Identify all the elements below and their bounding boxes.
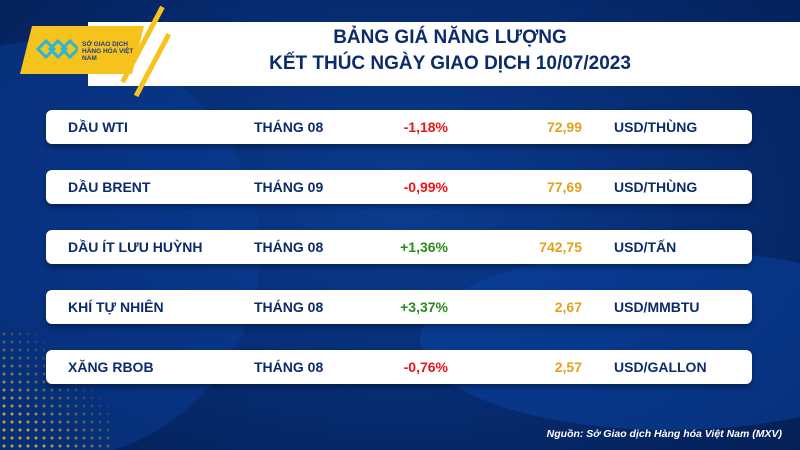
change-percent: +1,36% (400, 239, 448, 255)
header-banner (88, 22, 800, 86)
price: 2,67 (554, 299, 582, 315)
logo-mark-icon (36, 38, 78, 60)
commodity-name: DẦU WTI (68, 119, 128, 135)
price: 72,99 (546, 119, 582, 135)
page-title: BẢNG GIÁ NĂNG LƯỢNG KẾT THÚC NGÀY GIAO D… (150, 25, 750, 77)
unit: USD/MMBTU (614, 299, 700, 315)
title-line-2: KẾT THÚC NGÀY GIAO DỊCH 10/07/2023 (269, 53, 631, 74)
price-row: DẦU WTI THÁNG 08 -1,18% 72,99 USD/THÙNG (46, 110, 752, 144)
background-shape (420, 250, 800, 430)
contract-month: THÁNG 08 (254, 239, 324, 255)
commodity-name: XĂNG RBOB (68, 359, 154, 375)
title-line-1: BẢNG GIÁ NĂNG LƯỢNG (333, 27, 567, 48)
unit: USD/THÙNG (614, 179, 698, 195)
contract-month: THÁNG 08 (254, 359, 324, 375)
price: 742,75 (539, 239, 582, 255)
price-row: KHÍ TỰ NHIÊN THÁNG 08 +3,37% 2,67 USD/MM… (46, 290, 752, 324)
unit: USD/TẤN (614, 239, 677, 255)
price-row: DẦU ÍT LƯU HUỲNH THÁNG 08 +1,36% 742,75 … (46, 230, 752, 264)
commodity-name: DẦU BRENT (68, 179, 151, 195)
contract-month: THÁNG 08 (254, 119, 324, 135)
change-percent: -0,76% (403, 359, 448, 375)
change-percent: -0,99% (403, 179, 448, 195)
source-note: Nguồn: Sở Giao dịch Hàng hóa Việt Nam (M… (546, 428, 782, 440)
logo-text: SỞ GIAO DỊCH HÀNG HÓA VIỆT NAM (82, 41, 134, 62)
contract-month: THÁNG 09 (254, 179, 324, 195)
price-row: DẦU BRENT THÁNG 09 -0,99% 77,69 USD/THÙN… (46, 170, 752, 204)
unit: USD/GALLON (614, 359, 707, 375)
price: 2,57 (554, 359, 582, 375)
unit: USD/THÙNG (614, 119, 698, 135)
price-row: XĂNG RBOB THÁNG 08 -0,76% 2,57 USD/GALLO… (46, 350, 752, 384)
contract-month: THÁNG 08 (254, 299, 324, 315)
commodity-name: KHÍ TỰ NHIÊN (68, 299, 164, 315)
dot-pattern (0, 330, 110, 450)
commodity-name: DẦU ÍT LƯU HUỲNH (68, 239, 203, 255)
price: 77,69 (546, 179, 582, 195)
change-percent: +3,37% (400, 299, 448, 315)
change-percent: -1,18% (403, 119, 448, 135)
